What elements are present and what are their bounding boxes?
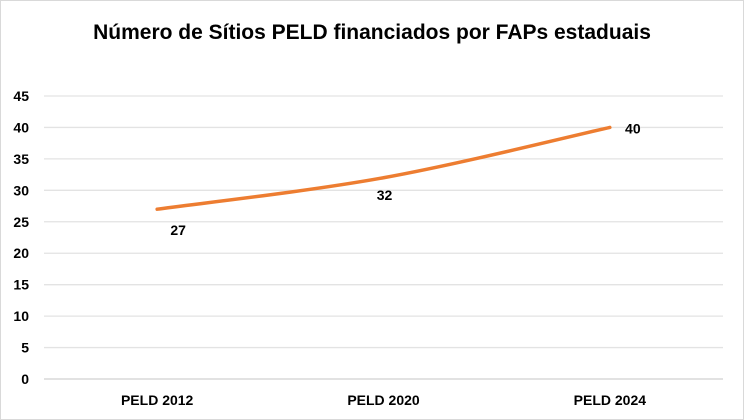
y-tick-label: 5 bbox=[21, 340, 29, 356]
y-tick-label: 10 bbox=[13, 308, 29, 324]
x-tick-label: PELD 2024 bbox=[574, 392, 647, 408]
y-tick-label: 35 bbox=[13, 151, 29, 167]
data-label: 32 bbox=[377, 187, 393, 203]
y-tick-label: 20 bbox=[13, 245, 29, 261]
data-label: 27 bbox=[170, 222, 186, 238]
data-label: 40 bbox=[625, 120, 641, 136]
x-tick-label: PELD 2012 bbox=[121, 392, 194, 408]
y-tick-label: 25 bbox=[13, 214, 29, 230]
y-tick-label: 40 bbox=[13, 119, 29, 135]
y-tick-label: 45 bbox=[13, 88, 29, 104]
y-tick-label: 30 bbox=[13, 182, 29, 198]
y-tick-label: 15 bbox=[13, 277, 29, 293]
y-tick-label: 0 bbox=[21, 371, 29, 387]
x-tick-label: PELD 2020 bbox=[347, 392, 420, 408]
series-line bbox=[155, 125, 612, 211]
chart-title: Número de Sítios PELD financiados por FA… bbox=[93, 21, 651, 44]
